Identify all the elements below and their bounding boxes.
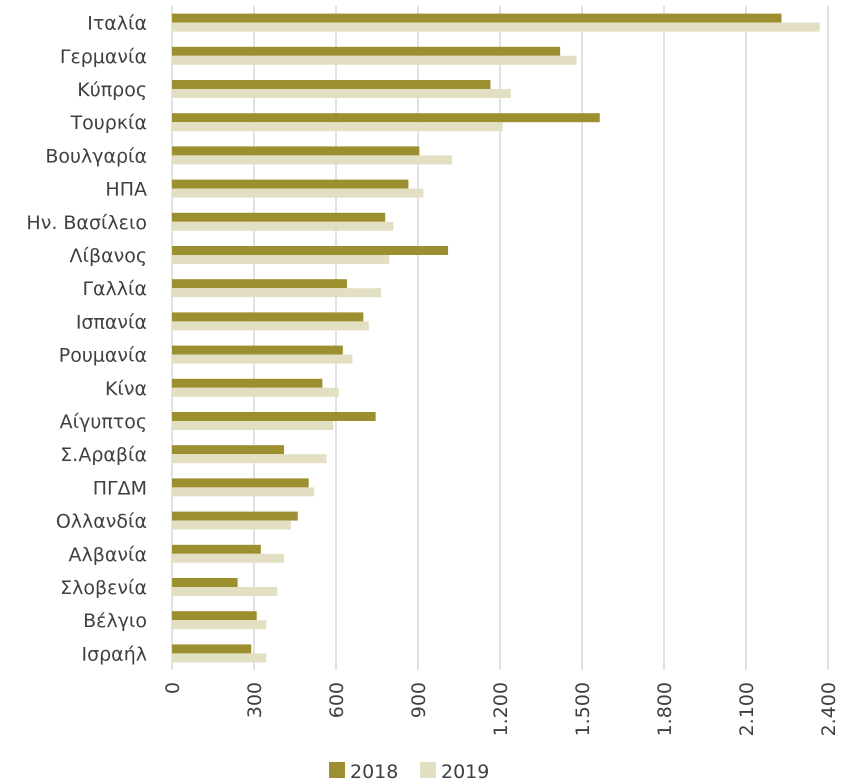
bar-2018: [172, 412, 376, 421]
category-label: Αλβανία: [69, 544, 147, 566]
bar-2019: [172, 321, 369, 331]
category-label: Ισπανία: [76, 311, 147, 333]
legend-swatch-2019: [420, 762, 436, 778]
bar-2019: [172, 354, 353, 364]
bar-2019: [172, 653, 267, 663]
bar-2019: [172, 288, 382, 298]
x-tick-label: 0: [162, 682, 184, 694]
bar-2019: [172, 553, 285, 563]
legend-label-2019: 2019: [441, 761, 489, 780]
bar-2019: [172, 122, 503, 132]
bar-2018: [172, 611, 257, 621]
category-label: Κύπρος: [77, 79, 147, 101]
category-label: Ιταλία: [87, 13, 147, 35]
category-label: Βέλγιο: [83, 610, 147, 632]
bar-2018: [172, 279, 347, 289]
category-label: Τουρκία: [70, 112, 147, 134]
bar-2019: [172, 620, 267, 630]
bar-2019: [172, 520, 291, 530]
category-label: Βουλγαρία: [45, 145, 147, 167]
bar-2019: [172, 255, 390, 264]
category-label: ΠΓΔΜ: [93, 477, 147, 499]
x-tick-label: 1.800: [654, 682, 676, 736]
legend-label-2018: 2018: [350, 761, 398, 780]
bar-2019: [172, 188, 424, 198]
x-tick-labels: 0 300 600 900 1.200 1.500 1.800 2.100 2.400: [162, 682, 840, 736]
bar-2019: [172, 587, 278, 596]
bars: [172, 13, 820, 663]
bar-2019: [172, 487, 315, 497]
bar-2018: [172, 13, 782, 23]
bar-2018: [172, 345, 343, 355]
bar-2019: [172, 221, 394, 231]
category-label: Γερμανία: [60, 46, 147, 68]
category-label: Ρουμανία: [59, 345, 147, 367]
bar-2019: [172, 89, 511, 98]
category-label: Γαλλία: [82, 278, 147, 300]
bar-2018: [172, 312, 364, 322]
bar-2019: [172, 387, 339, 397]
x-tick-label: 2.100: [736, 682, 758, 736]
bar-2018: [172, 113, 600, 123]
category-label: Σ.Αραβία: [60, 444, 147, 466]
bar-2018: [172, 544, 261, 554]
bar-2018: [172, 445, 285, 455]
gridlines: [171, 6, 829, 670]
bar-2018: [172, 246, 449, 255]
bar-2018: [172, 644, 252, 654]
bar-2019: [172, 155, 453, 165]
category-label: Ην. Βασίλειο: [26, 212, 147, 234]
category-labels: Ιταλία Γερμανία Κύπρος Τουρκία Βουλγαρία ΗΠΑ Η…: [26, 13, 147, 666]
legend: 2018 2019: [329, 761, 489, 780]
bar-2018: [172, 378, 323, 388]
category-label: Λίβανος: [70, 245, 147, 267]
category-label: Κίνα: [105, 378, 147, 400]
bar-2019: [172, 22, 820, 32]
legend-swatch-2018: [329, 762, 345, 778]
x-tick-label: 300: [244, 682, 266, 718]
bar-2018: [172, 179, 409, 189]
x-tick-label: 900: [408, 682, 430, 718]
bar-2018: [172, 146, 420, 156]
x-tick-label: 1.200: [490, 682, 512, 736]
bar-2019: [172, 421, 334, 430]
category-label: ΗΠΑ: [105, 179, 147, 201]
bar-2018: [172, 80, 491, 89]
x-tick-label: 2.400: [818, 682, 840, 736]
category-label: Ισραήλ: [81, 643, 147, 665]
category-label: Σλοβενία: [60, 577, 147, 599]
bar-2018: [172, 578, 238, 587]
bar-2019: [172, 454, 327, 464]
bar-2018: [172, 46, 561, 56]
category-label: Αίγυπτος: [60, 411, 147, 433]
x-tick-label: 600: [326, 682, 348, 718]
bar-2018: [172, 478, 309, 488]
bar-2019: [172, 55, 577, 65]
bar-2018: [172, 511, 298, 521]
bar-2018: [172, 212, 386, 222]
x-tick-label: 1.500: [572, 682, 594, 736]
category-label: Ολλανδία: [56, 511, 147, 533]
